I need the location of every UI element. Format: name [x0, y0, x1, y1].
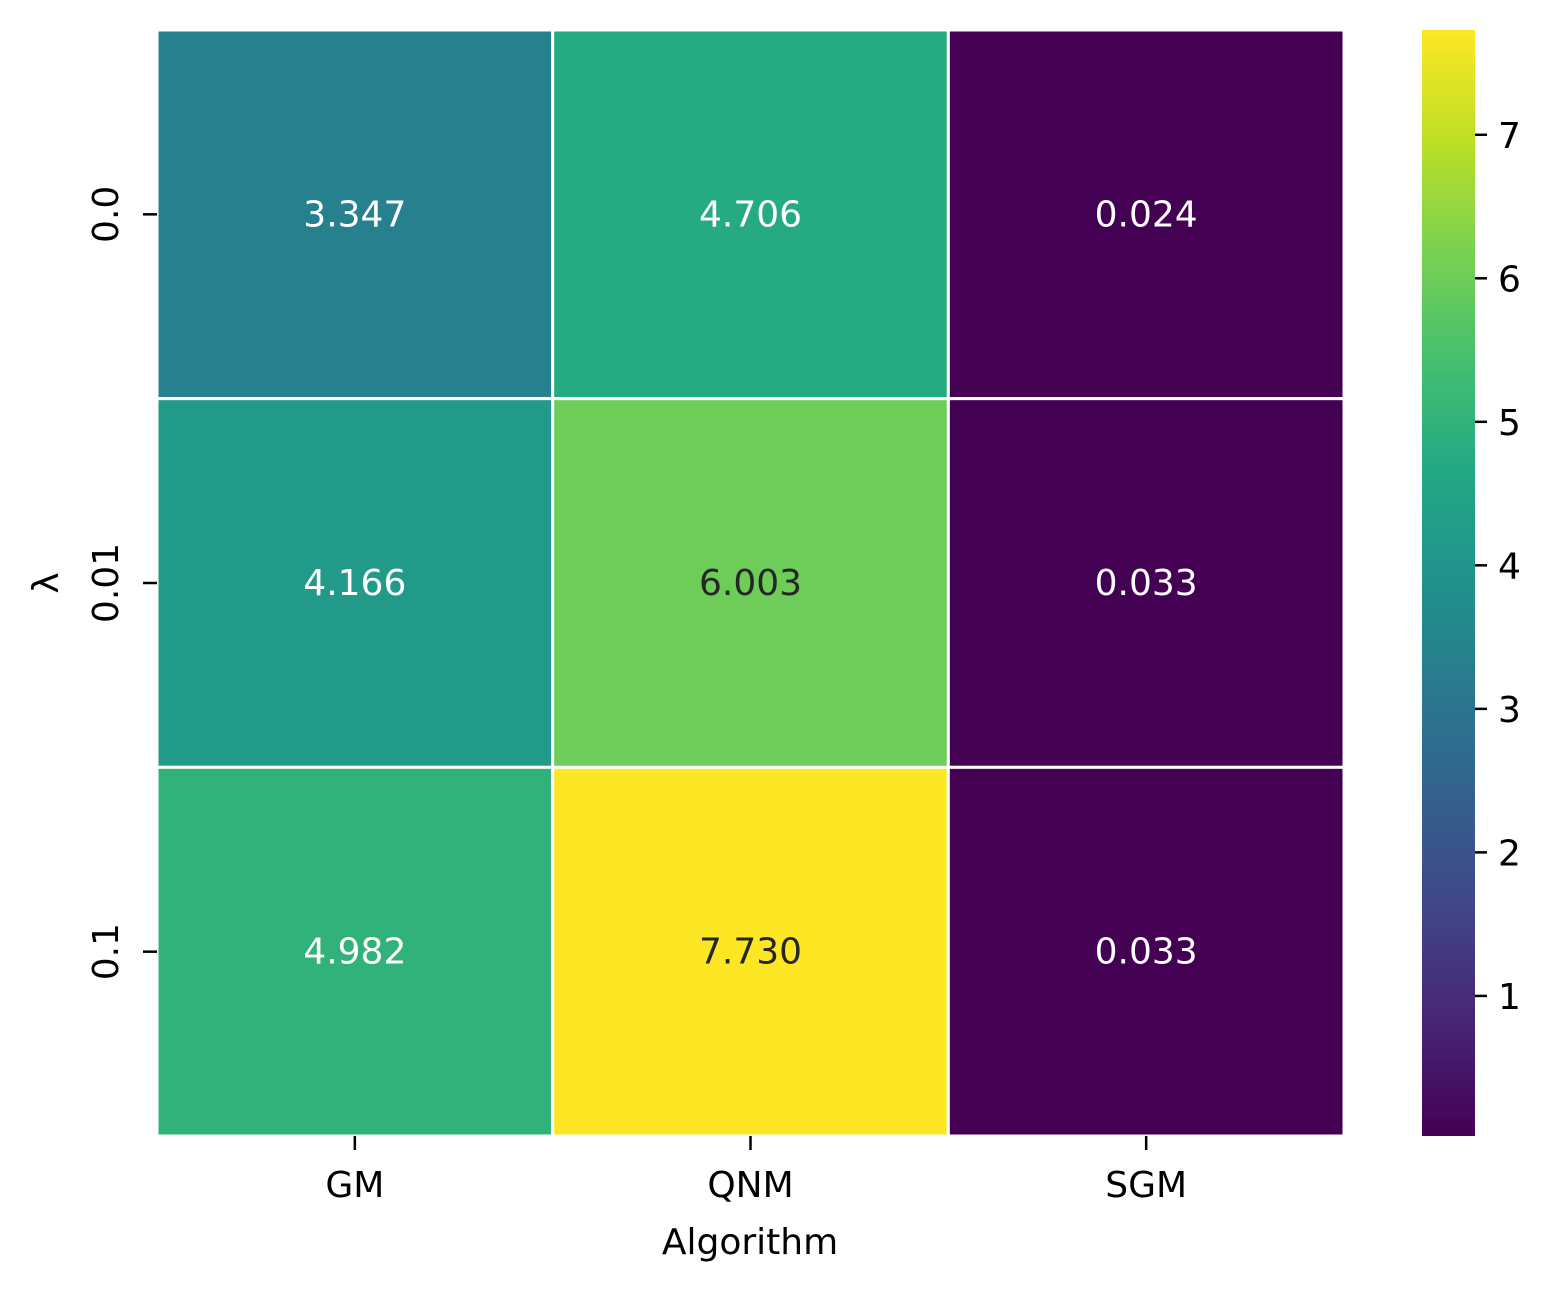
colorbar-gradient — [1422, 30, 1475, 1136]
cell-value-label: 7.730 — [699, 932, 802, 973]
colorbar: 1 2 3 4 5 6 7 — [1422, 30, 1521, 1136]
cell-value-label: 4.706 — [699, 194, 802, 235]
y-tick-label: 0.01 — [86, 543, 127, 623]
x-tick-label: GM — [325, 1165, 384, 1206]
heatmap-cell — [155, 28, 555, 401]
cell-value-label: 0.033 — [1095, 563, 1198, 604]
cell-value-label: 6.003 — [699, 563, 802, 604]
colorbar-tick-label: 5 — [1498, 403, 1521, 444]
colorbar-tick-label: 4 — [1498, 546, 1521, 587]
cell-value-label: 0.024 — [1095, 194, 1198, 235]
heatmap-cells — [155, 28, 1346, 1138]
colorbar-tick-label: 1 — [1498, 977, 1521, 1018]
colorbar-tick-label: 3 — [1498, 690, 1521, 731]
colorbar-tick-label: 2 — [1498, 833, 1521, 874]
y-tick-label: 0.1 — [86, 923, 127, 980]
x-axis-label: Algorithm — [662, 1222, 838, 1263]
heatmap-cell — [155, 397, 555, 769]
cell-value-label: 4.166 — [303, 563, 406, 604]
heatmap-cell-labels: 3.347 4.706 0.024 4.166 6.003 0.033 4.982 7.730… — [303, 194, 1197, 972]
x-tick-label: QNM — [707, 1165, 793, 1206]
colorbar-tick-label: 6 — [1498, 259, 1521, 300]
heatmap-cell — [551, 28, 950, 401]
cell-value-label: 4.982 — [303, 932, 406, 973]
heatmap-cell — [551, 397, 950, 769]
cell-value-label: 3.347 — [303, 194, 406, 235]
x-tick-label: SGM — [1105, 1165, 1187, 1206]
y-axis: 0.0 0.01 0.1 — [86, 186, 157, 980]
colorbar-tick-label: 7 — [1498, 116, 1521, 157]
x-axis: GM QNM SGM — [325, 1136, 1187, 1206]
cell-value-label: 0.033 — [1095, 932, 1198, 973]
heatmap-cell — [946, 28, 1346, 401]
heatmap-cell — [946, 397, 1346, 769]
colorbar-ticks: 1 2 3 4 5 6 7 — [1475, 116, 1521, 1018]
y-tick-label: 0.0 — [86, 186, 127, 243]
heatmap-cell — [551, 765, 950, 1138]
y-axis-label: λ — [26, 572, 67, 593]
